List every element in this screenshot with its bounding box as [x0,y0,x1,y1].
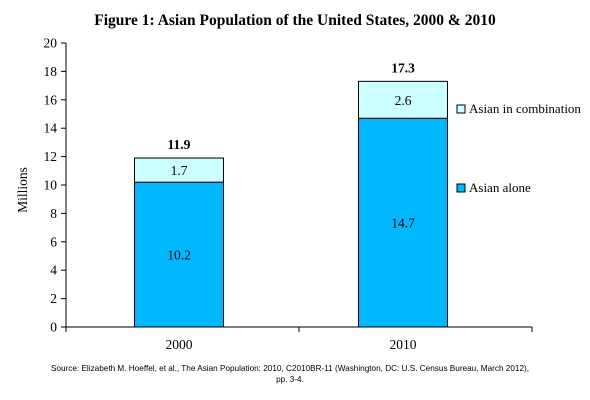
y-tick-label: 2 [50,291,57,306]
legend-asian-in-combination-label: Asian in combination [469,101,581,116]
bar-value-label: 1.7 [171,163,188,178]
legend-asian-alone-label: Asian alone [469,180,531,195]
bar-value-label: 10.2 [167,248,191,263]
y-tick-label: 14 [44,121,58,136]
bar-asian-in-combination [134,157,224,183]
y-tick-label: 20 [44,36,58,51]
y-tick-label: 4 [50,263,57,278]
y-tick-label: 10 [44,178,58,193]
bar-value-label: 14.7 [391,216,415,231]
source-note-line2: pp. 3-4. [276,375,304,384]
plot-area: 0 2 4 6 8 10 12 14 16 18 20 10.2 1.7 11.9 2000 14.7 2.6 1… [44,36,582,353]
legend-asian-in-combination-swatch [456,104,466,114]
bar-total-label: 11.9 [168,137,191,152]
y-tick-label: 16 [44,92,58,107]
bar-total-label: 17.3 [391,60,415,75]
y-axis-label: Millions [15,167,30,213]
chart-title: Figure 1: Asian Population of the United… [94,12,496,29]
bar-value-label: 2.6 [395,93,412,108]
bar-asian-in-combination [358,80,448,119]
bar-asian-alone [134,181,224,328]
bar-asian-alone [358,117,448,328]
legend-asian-alone-swatch [456,183,466,193]
y-tick-label: 6 [50,234,57,249]
source-note-line1: Source: Elizabeth M. Hoeffel, et al., Th… [51,364,529,373]
y-tick-label: 18 [44,64,58,79]
y-tick-label: 8 [50,206,57,221]
y-tick-label: 12 [44,149,58,164]
y-tick-label: 0 [50,320,57,335]
x-tick-label: 2010 [390,337,417,352]
x-tick-label: 2000 [166,337,193,352]
